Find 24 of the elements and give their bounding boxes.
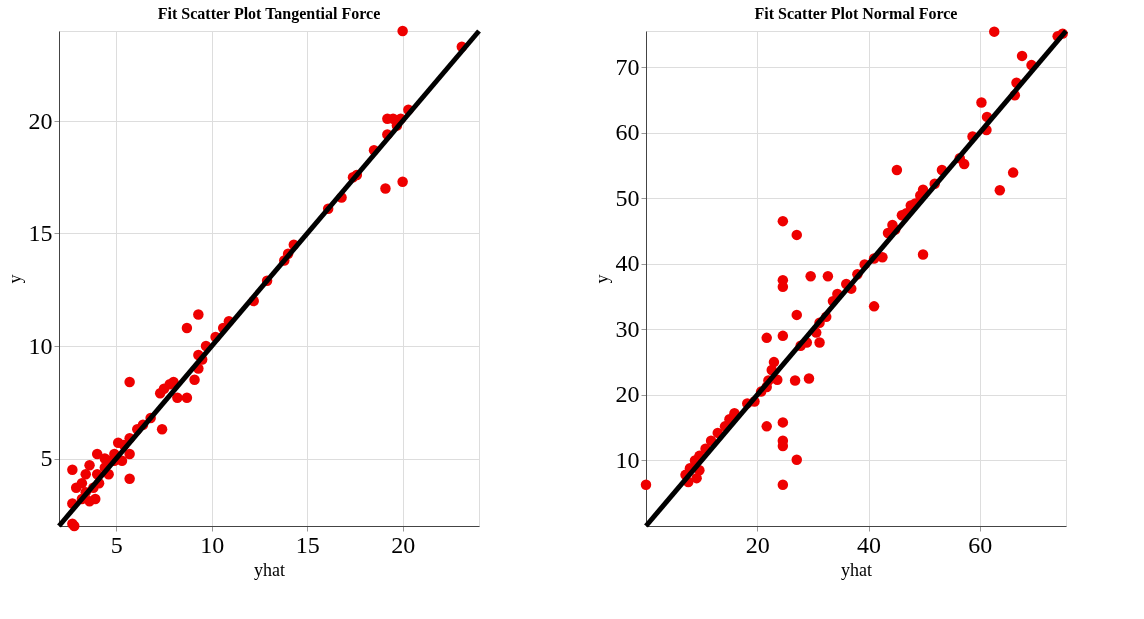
x-tick-label: 5 bbox=[110, 531, 123, 558]
x-axis-title: yhat bbox=[841, 559, 872, 580]
x-tick-label: 60 bbox=[968, 531, 993, 558]
y-tick-label: 20 bbox=[615, 381, 640, 408]
y-axis-title: y bbox=[4, 274, 25, 284]
y-axis-title: y bbox=[591, 274, 612, 284]
y-tick-label: 50 bbox=[615, 184, 640, 211]
y-tick-label: 5 bbox=[40, 445, 53, 471]
x-tick-label: 20 bbox=[391, 531, 416, 558]
y-tick-label: 60 bbox=[615, 119, 640, 146]
x-axis-title: yhat bbox=[254, 559, 285, 580]
x-tick-label: 20 bbox=[745, 531, 770, 558]
y-tick-label: 70 bbox=[615, 53, 640, 80]
y-tick-label: 40 bbox=[615, 250, 640, 277]
x-tick-label: 15 bbox=[295, 531, 320, 558]
y-tick-label: 15 bbox=[28, 220, 53, 246]
y-tick-label: 30 bbox=[615, 315, 640, 342]
x-tick-label: 10 bbox=[200, 531, 225, 558]
y-tick-label: 10 bbox=[615, 446, 640, 473]
x-tick-label: 40 bbox=[857, 531, 882, 558]
y-tick-label: 20 bbox=[28, 107, 53, 134]
chart-title: Fit Scatter Plot Normal Force bbox=[754, 5, 958, 23]
y-tick-label: 10 bbox=[28, 332, 53, 359]
chart-title: Fit Scatter Plot Tangential Force bbox=[157, 4, 381, 23]
